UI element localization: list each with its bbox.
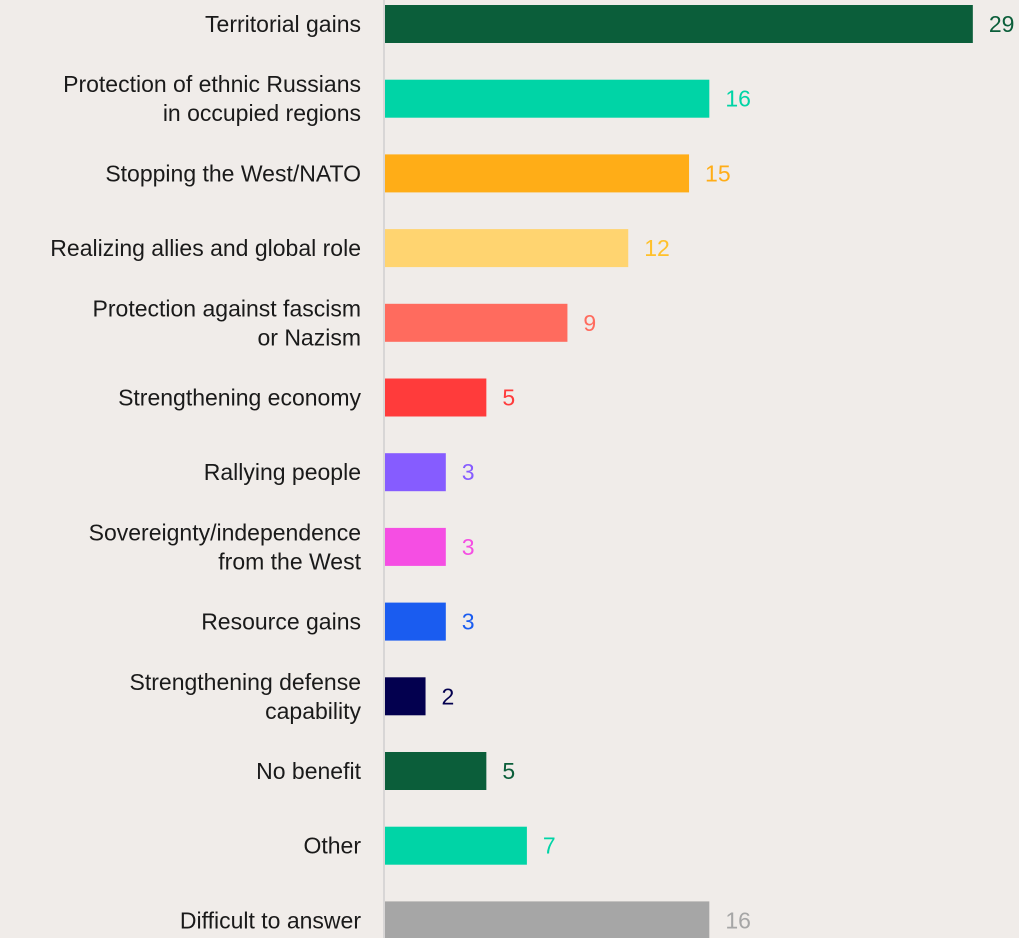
category-label: No benefit bbox=[256, 758, 361, 784]
bar-value-label: 3 bbox=[462, 534, 475, 560]
bar bbox=[385, 378, 487, 417]
bar bbox=[385, 5, 973, 43]
category-label: Realizing allies and global role bbox=[50, 235, 361, 261]
category-label: Territorial gains bbox=[205, 11, 361, 37]
category-label: Strengthening defense capability bbox=[130, 669, 362, 724]
category-label: Stopping the West/NATO bbox=[105, 160, 361, 186]
bar-value-label: 12 bbox=[644, 235, 670, 261]
bar bbox=[385, 677, 426, 716]
bar-value-label: 3 bbox=[462, 459, 475, 485]
bar bbox=[385, 229, 629, 268]
bar-value-label: 16 bbox=[725, 86, 751, 112]
bar-value-label: 2 bbox=[442, 683, 455, 709]
bar bbox=[385, 602, 446, 641]
category-label: Difficult to answer bbox=[180, 907, 361, 933]
bar-value-label: 5 bbox=[502, 758, 515, 784]
category-label: Resource gains bbox=[201, 609, 361, 635]
bar bbox=[385, 826, 527, 865]
bar-value-label: 9 bbox=[583, 310, 596, 336]
bar bbox=[385, 79, 710, 118]
bar bbox=[385, 453, 446, 492]
bar bbox=[385, 527, 446, 566]
category-label: Protection of ethnic Russians in occupied… bbox=[63, 71, 361, 126]
bar bbox=[385, 752, 487, 790]
bar-value-label: 29 bbox=[989, 11, 1015, 37]
bar-value-label: 16 bbox=[725, 907, 751, 933]
category-label: Rallying people bbox=[204, 459, 361, 485]
bar bbox=[385, 303, 568, 342]
bar bbox=[385, 154, 690, 193]
bar bbox=[385, 901, 710, 938]
bar-value-label: 3 bbox=[462, 609, 475, 635]
category-label: Sovereignty/independence from the West bbox=[89, 519, 362, 574]
bar-value-label: 15 bbox=[705, 160, 731, 186]
category-label: Strengthening economy bbox=[118, 385, 361, 411]
bar-value-label: 5 bbox=[502, 385, 515, 411]
category-label: Other bbox=[303, 833, 361, 859]
bar-value-label: 7 bbox=[543, 833, 556, 859]
category-label: Protection against fascism or Nazism bbox=[93, 295, 361, 350]
